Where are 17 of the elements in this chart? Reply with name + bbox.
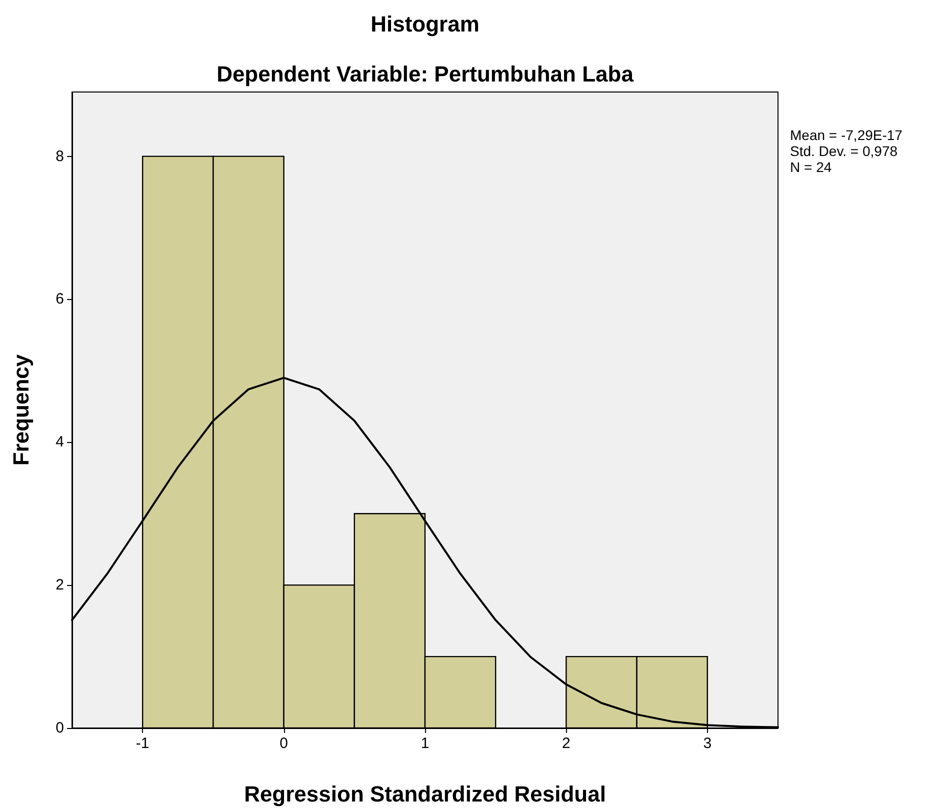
x-tick-label: 3 xyxy=(703,735,712,752)
text: Mean = -7,29E-17 xyxy=(790,127,903,143)
y-axis-title: Frequency xyxy=(8,354,34,466)
y-tick-label: 2 xyxy=(56,576,64,594)
text: Std. Dev. = 0,978 xyxy=(790,143,898,159)
chart-subtitle: Dependent Variable: Pertumbuhan Laba xyxy=(216,62,634,86)
y-tick-label: 4 xyxy=(56,434,64,451)
x-tick-label: 2 xyxy=(562,735,570,752)
x-tick-label: 0 xyxy=(280,735,288,752)
x-tick-label: 1 xyxy=(420,735,430,752)
text: N = 24 xyxy=(790,159,832,175)
y-tick-label: 0 xyxy=(56,720,64,736)
y-tick-label: 6 xyxy=(56,290,64,308)
y-tick-label: 8 xyxy=(56,148,64,165)
x-tick-label: -1 xyxy=(136,735,150,752)
chart-title: Histogram xyxy=(370,12,480,36)
x-axis-title: Regression Standardized Residual xyxy=(244,782,606,806)
